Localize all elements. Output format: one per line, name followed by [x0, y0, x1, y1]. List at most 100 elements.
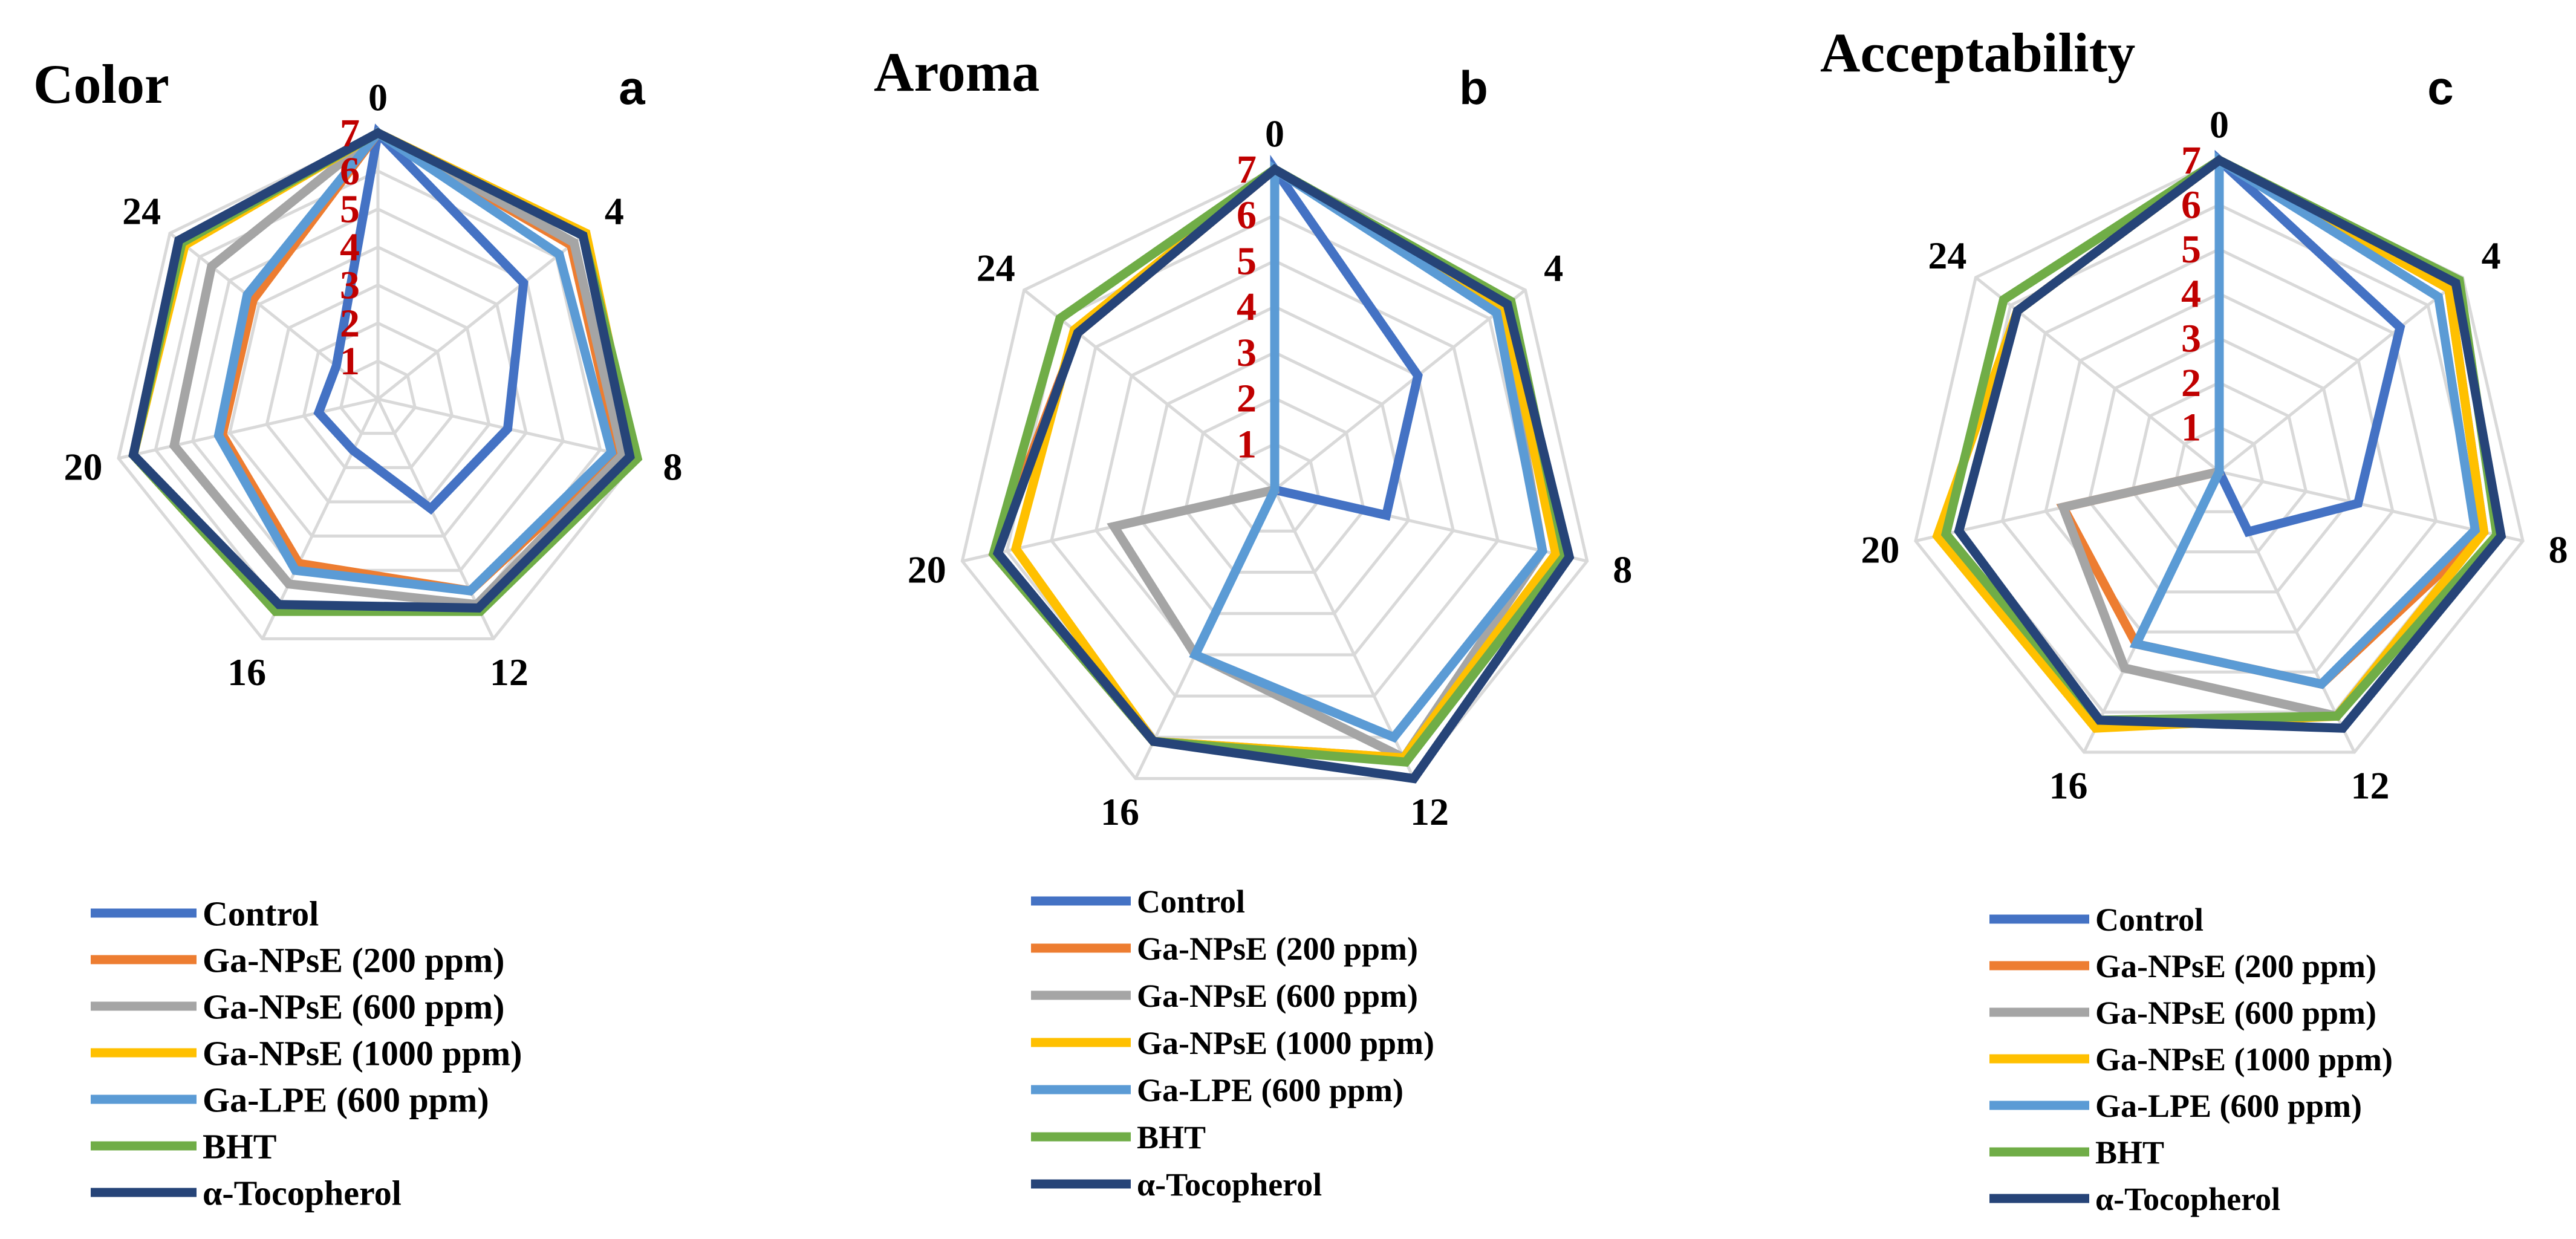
ring-label: 7: [340, 111, 360, 155]
ring-label: 1: [1237, 422, 1257, 466]
legend-label: BHT: [203, 1127, 277, 1166]
ring-label: 5: [1237, 239, 1257, 283]
legend-label: Ga-NPsE (600 ppm): [2095, 995, 2376, 1031]
grid-spoke: [376, 398, 495, 640]
series-line: [213, 126, 617, 596]
grid-spoke: [1273, 489, 1416, 779]
axis-label: 16: [1101, 790, 1139, 833]
series-lines: [128, 123, 643, 616]
ring-label: 4: [1237, 285, 1257, 329]
grid-ring: [2000, 247, 2438, 674]
series-line: [992, 163, 1575, 784]
ring-label: 3: [340, 263, 360, 307]
grid-spoke: [169, 232, 379, 400]
series-line: [169, 127, 628, 610]
grid-spoke: [1273, 288, 1526, 491]
ring-label: 2: [340, 301, 360, 345]
ring-label: 3: [1237, 331, 1257, 375]
panel-letter: a: [619, 61, 645, 114]
grid-rings: [1914, 158, 2525, 754]
grid-spoke: [1023, 288, 1276, 491]
axis-label: 8: [1613, 548, 1632, 591]
axis-label: 16: [227, 651, 266, 694]
axis-label: 4: [2482, 234, 2501, 277]
ring-label: 4: [2181, 272, 2201, 316]
series-line: [1954, 155, 2506, 733]
grid-ring: [2130, 381, 2308, 554]
legend-label: Ga-NPsE (200 ppm): [1137, 931, 1418, 967]
chart-title: Color: [33, 53, 169, 115]
legend-label: BHT: [2095, 1134, 2164, 1171]
axis-label: 0: [2210, 103, 2229, 146]
legend: Control Ga-NPsE (200 ppm) Ga-NPsE (600 ppm…: [91, 894, 522, 1212]
legend-label: Ga-LPE (600 ppm): [203, 1080, 489, 1119]
grid-ring: [1183, 396, 1366, 574]
chart-title: Aroma: [874, 41, 1039, 103]
legend-label: Ga-NPsE (1000 ppm): [1137, 1025, 1434, 1061]
ring-label: 5: [2181, 227, 2201, 272]
axis-label: 20: [64, 446, 103, 489]
series-line: [313, 123, 529, 515]
ring-label: 2: [2181, 361, 2201, 405]
ring-label: 6: [340, 149, 360, 193]
grid-ring: [2044, 291, 2395, 634]
legend-label: BHT: [1137, 1119, 1206, 1156]
ring-label: 6: [2181, 183, 2201, 227]
ring-label: 5: [340, 187, 360, 232]
legend-label: α-Tocopherol: [203, 1173, 402, 1212]
ring-label: 4: [340, 226, 360, 270]
axis-label: 8: [663, 446, 683, 489]
grid-spokes: [118, 133, 638, 640]
ring-label: 7: [2181, 138, 2201, 183]
grid-ring: [1094, 305, 1456, 657]
grid-ring: [1914, 158, 2525, 754]
grid-ring: [1139, 351, 1411, 616]
ring-label: 1: [340, 339, 360, 383]
grid-ring: [1228, 442, 1321, 533]
axis-label: 0: [368, 76, 388, 119]
legend-label: Ga-NPsE (600 ppm): [203, 987, 504, 1026]
legend-label: Control: [203, 894, 319, 933]
grid-spoke: [261, 398, 380, 640]
grid-spoke: [2218, 276, 2464, 473]
legend-label: Ga-LPE (600 ppm): [2095, 1088, 2362, 1124]
axis-label: 4: [1544, 247, 1563, 290]
axis-label: 4: [605, 190, 624, 233]
axis-label: 24: [977, 247, 1015, 290]
grid-spoke: [377, 232, 587, 400]
legend-label: Ga-NPsE (1000 ppm): [203, 1033, 522, 1073]
grid-spoke: [118, 397, 379, 460]
legend-label: α-Tocopherol: [2095, 1181, 2280, 1217]
legend-label: Control: [2095, 902, 2204, 938]
ring-label: 3: [2181, 316, 2201, 360]
grid-ring: [2174, 425, 2265, 513]
chart-title: Acceptability: [1820, 22, 2135, 83]
panel-letter: b: [1459, 61, 1488, 114]
axis-label: 12: [2351, 764, 2390, 807]
grid-ring: [190, 207, 565, 572]
series-line: [128, 128, 635, 613]
ring-label: 2: [1237, 377, 1257, 421]
grid-ring: [339, 359, 417, 435]
axis-label: 12: [1410, 790, 1449, 833]
axis-label: 0: [1265, 112, 1284, 155]
grid-ring: [960, 167, 1589, 780]
axis-label: 12: [490, 651, 529, 694]
panel-letter: c: [2427, 61, 2453, 114]
ring-label: 6: [1237, 193, 1257, 238]
axis-label: 24: [122, 190, 161, 233]
series-line: [1189, 161, 1547, 743]
axis-label: 8: [2549, 528, 2568, 571]
ring-label: 7: [1237, 148, 1257, 192]
legend: Control Ga-NPsE (200 ppm) Ga-NPsE (600 ppm…: [1989, 902, 2393, 1217]
grid-ring: [228, 245, 528, 538]
legend-label: Ga-LPE (600 ppm): [1137, 1072, 1403, 1108]
